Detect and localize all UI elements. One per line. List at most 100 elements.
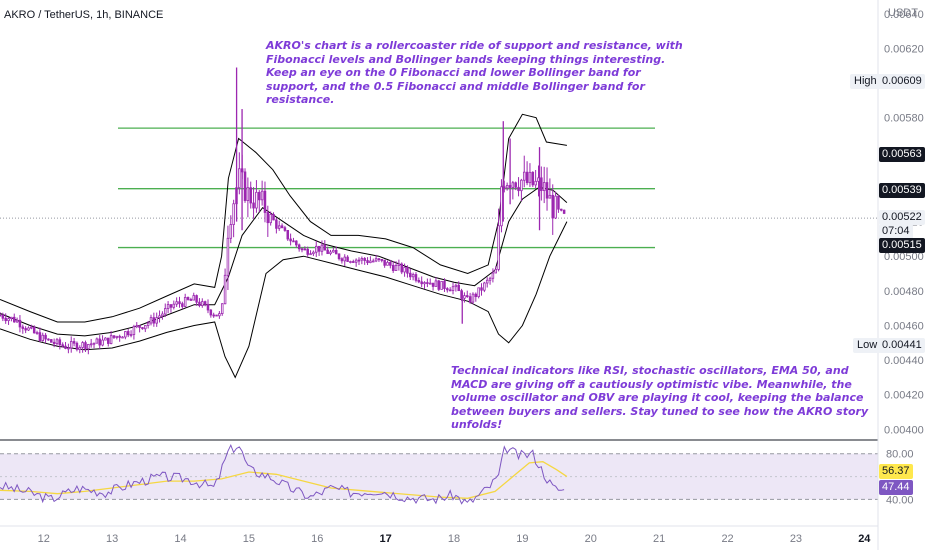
candle-body — [64, 345, 67, 349]
candle-body — [334, 249, 338, 255]
candle-body — [126, 331, 130, 336]
candle-body — [386, 261, 389, 266]
candle-body — [554, 195, 557, 219]
candle-body — [172, 303, 176, 308]
candle-body — [129, 334, 133, 336]
candle-body — [7, 318, 10, 322]
candle-body — [409, 272, 412, 278]
time-tick-label: 23 — [790, 533, 802, 545]
candle-body — [203, 301, 207, 305]
candle-body — [272, 214, 275, 221]
candle-body — [474, 293, 478, 298]
candle-body — [326, 249, 329, 255]
candle-body — [366, 260, 369, 264]
candle-body — [525, 171, 529, 184]
candle-body — [112, 335, 116, 338]
time-tick-label: 16 — [311, 533, 323, 545]
candle-body — [329, 251, 332, 255]
candle-body — [15, 319, 19, 323]
candle-body — [0, 314, 2, 317]
price-tick-label: 0.00640 — [884, 9, 924, 21]
candle-body — [58, 339, 62, 346]
candle-body — [389, 261, 392, 266]
candle-body — [437, 280, 441, 290]
candle-body — [423, 282, 426, 285]
time-tick-label: 24 — [858, 533, 871, 545]
candle-body — [21, 326, 25, 329]
candle-body — [374, 258, 378, 262]
bollinger-bands — [0, 113, 568, 379]
candle-body — [223, 274, 227, 305]
candle-body — [323, 244, 327, 251]
candle-body — [391, 264, 395, 271]
candle-body — [266, 212, 270, 224]
candle-body — [332, 249, 335, 253]
candle-body — [466, 295, 469, 298]
candle-body — [297, 244, 301, 250]
candle-body — [55, 339, 59, 344]
high-label: High — [850, 74, 881, 89]
candle-body — [480, 287, 483, 291]
candle-body — [394, 265, 398, 271]
candlestick-series[interactable] — [0, 67, 566, 355]
candle-body — [104, 337, 107, 341]
candle-body — [403, 266, 406, 273]
candle-body — [138, 325, 141, 328]
candle-body — [420, 281, 423, 285]
candle-body — [144, 325, 147, 330]
candle-body — [343, 256, 347, 262]
candle-body — [107, 337, 110, 344]
candle-body — [72, 341, 76, 344]
candle-body — [312, 251, 315, 255]
candle-body — [542, 182, 546, 191]
rsi-value-tag: 56.37 — [879, 464, 913, 479]
candle-body — [61, 344, 64, 347]
candle-body — [209, 309, 213, 316]
candle-body — [463, 295, 466, 299]
candle-body — [528, 171, 532, 184]
candle-body — [35, 332, 39, 335]
candle-body — [246, 187, 250, 201]
candle-body — [163, 308, 167, 315]
candle-body — [306, 248, 309, 255]
price-tick-label: 0.00400 — [884, 424, 924, 436]
rsi-pane[interactable]: 80.00 40.00 — [0, 439, 914, 506]
rsi-tick-label: 40.00 — [886, 494, 914, 506]
symbol-title[interactable]: AKRO / TetherUS, 1h, BINANCE — [4, 9, 164, 21]
candle-body — [357, 259, 361, 262]
time-tick-label: 20 — [585, 533, 597, 545]
candle-body — [161, 313, 164, 317]
candle-body — [531, 171, 535, 186]
candle-body — [27, 327, 30, 331]
candle-body — [198, 301, 201, 306]
candle-body — [300, 248, 304, 251]
price-tag-563: 0.00563 — [879, 147, 925, 162]
candle-body — [551, 194, 554, 219]
candle-body — [560, 208, 563, 211]
rsi-ma-value-tag: 47.44 — [879, 480, 913, 495]
candle-body — [141, 327, 144, 330]
candle-body — [406, 266, 409, 274]
candle-body — [505, 185, 509, 189]
candle-body — [283, 227, 287, 231]
candle-body — [514, 182, 517, 188]
price-tag-515: 0.00515 — [879, 238, 925, 253]
price-tick-label: 0.00480 — [884, 286, 924, 298]
time-tick-label: 17 — [380, 533, 392, 545]
currency-label: USDT — [888, 7, 918, 19]
high-value-tag: 0.00609 — [879, 74, 925, 89]
candle-body — [135, 325, 139, 328]
candle-body — [275, 219, 278, 229]
candle-body — [446, 288, 449, 291]
candle-body — [414, 274, 418, 281]
candle-body — [189, 299, 193, 301]
candle-body — [41, 334, 44, 341]
candle-body — [400, 263, 403, 273]
candle-body — [511, 182, 515, 188]
candle-body — [292, 240, 295, 243]
low-label: Low — [853, 338, 882, 353]
candle-body — [81, 342, 84, 348]
candle-body — [10, 316, 13, 319]
